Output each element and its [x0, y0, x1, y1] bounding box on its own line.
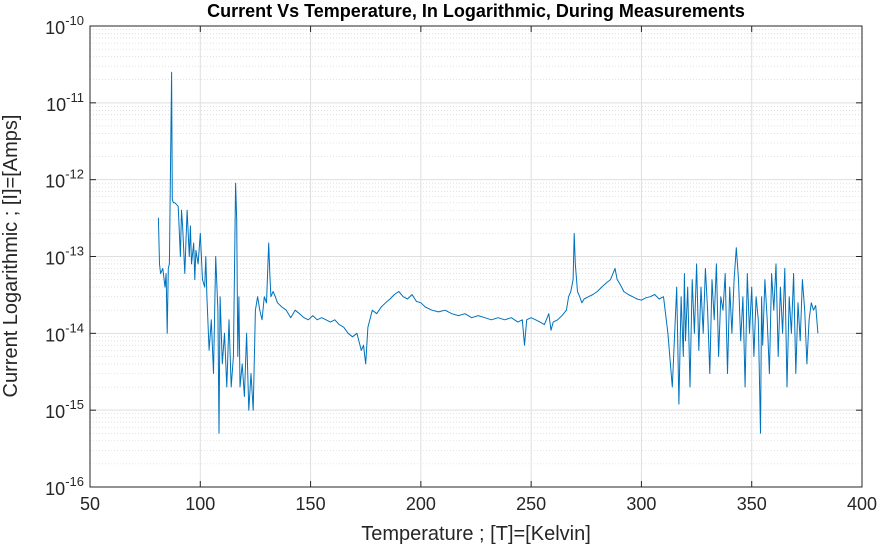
y-tick-label: 10-16	[45, 474, 84, 499]
x-tick-label: 200	[406, 494, 436, 514]
y-axis-label: Current Logarithmic ; [I]=[Amps]	[0, 115, 22, 398]
data-line	[157, 71, 819, 434]
x-tick-label: 250	[516, 494, 546, 514]
x-tick-label: 350	[737, 494, 767, 514]
x-axis-label: Temperature ; [T]=[Kelvin]	[361, 523, 591, 545]
y-tick-label: 10-14	[45, 320, 84, 345]
y-tick-label: 10-11	[46, 90, 84, 115]
x-tick-label: 150	[296, 494, 326, 514]
x-tick-label: 300	[626, 494, 656, 514]
x-tick-label: 50	[80, 494, 100, 514]
y-tick-label: 10-12	[45, 167, 84, 192]
y-tick-label: 10-10	[45, 13, 84, 38]
y-tick-label: 10-15	[45, 397, 84, 422]
y-tick-label: 10-13	[45, 244, 84, 269]
x-tick-label: 100	[185, 494, 215, 514]
chart-title: Current Vs Temperature, In Logarithmic, …	[207, 1, 745, 21]
grid	[89, 25, 863, 488]
x-tick-label: 400	[847, 494, 877, 514]
ticks: 50 100 150 200 250 300 350 400 10-16 10-15 10-14 10…	[45, 13, 877, 514]
